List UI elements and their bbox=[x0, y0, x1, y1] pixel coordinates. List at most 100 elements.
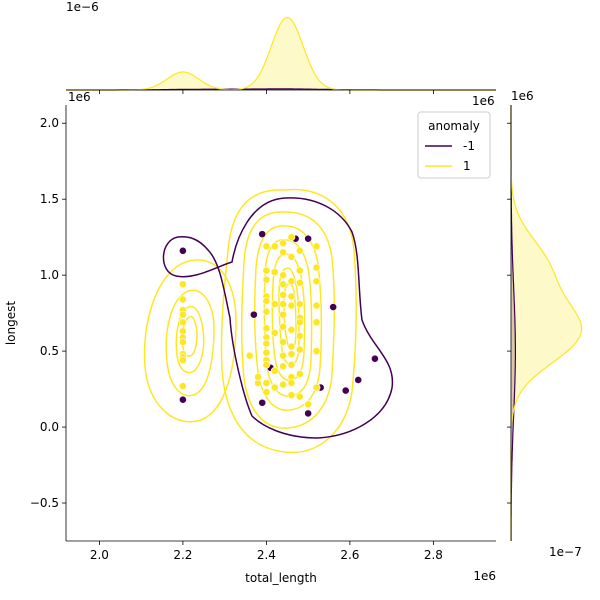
scatter-point-normal bbox=[178, 280, 187, 289]
contour-anomaly-outer bbox=[162, 197, 394, 439]
legend-label-normal: 1 bbox=[463, 159, 471, 173]
y-tick-label: 1.0 bbox=[40, 268, 59, 282]
scatter-point-normal bbox=[287, 253, 296, 261]
scatter-point-normal bbox=[295, 318, 304, 327]
scatter-point-normal bbox=[262, 307, 271, 316]
legend-box bbox=[417, 111, 491, 179]
scatter-point-anomaly bbox=[258, 398, 267, 407]
scatter-point-normal bbox=[270, 383, 279, 392]
scatter-point-anomaly bbox=[178, 246, 187, 255]
scatter-point-normal bbox=[279, 300, 287, 308]
scatter-point-normal bbox=[270, 268, 279, 277]
scatter-point-normal bbox=[262, 242, 271, 251]
scatter-series-normal bbox=[178, 233, 321, 409]
x-tick-label: 2.8 bbox=[424, 548, 443, 562]
scatter-point-normal bbox=[295, 246, 304, 255]
x-tick-label: 2.4 bbox=[257, 548, 276, 562]
right-marginal-ticks bbox=[507, 122, 511, 504]
right-marginal: 1e6 1e6 1e−7 bbox=[472, 89, 583, 559]
scatter-point-normal bbox=[178, 318, 187, 327]
contour-normal-main-2 bbox=[240, 211, 336, 429]
scatter-point-normal bbox=[287, 325, 296, 334]
scatter-point-normal bbox=[178, 310, 187, 319]
top-marginal-ticks bbox=[98, 90, 434, 94]
scatter-point-normal bbox=[262, 266, 271, 275]
scatter-point-normal bbox=[270, 242, 279, 251]
y-axis-ticks: −0.5 0.0 0.5 1.0 1.5 2.0 bbox=[30, 116, 66, 510]
scatter-point-normal bbox=[270, 366, 279, 375]
scatter-point-anomaly bbox=[178, 395, 187, 404]
scatter-point-normal bbox=[279, 271, 287, 280]
scatter-point-normal bbox=[312, 347, 321, 356]
scatter-point-normal bbox=[279, 310, 287, 319]
scatter-point-normal bbox=[279, 322, 287, 331]
right-marginal-offset-text: 1e6 bbox=[511, 89, 534, 103]
scatter-point-normal bbox=[295, 278, 304, 287]
scatter-point-normal bbox=[262, 297, 271, 305]
scatter-point-normal bbox=[287, 277, 296, 286]
legend-title: anomaly bbox=[428, 119, 480, 133]
scatter-point-normal bbox=[295, 392, 304, 401]
scatter-point-normal bbox=[245, 351, 254, 360]
scatter-point-normal bbox=[262, 348, 271, 357]
scatter-point-normal bbox=[262, 360, 271, 369]
x-axis-label: total_length bbox=[245, 571, 317, 585]
scatter-point-anomaly bbox=[341, 386, 350, 395]
scatter-point-normal bbox=[262, 379, 271, 387]
right-marginal-kde-anomaly-fill bbox=[511, 105, 516, 541]
x-tick-label: 2.6 bbox=[340, 548, 359, 562]
legend-label-anomaly: -1 bbox=[463, 139, 475, 153]
scatter-point-normal bbox=[312, 318, 321, 327]
contours-anomaly bbox=[162, 197, 394, 439]
scatter-point-normal bbox=[295, 332, 304, 340]
scatter-point-normal bbox=[178, 295, 187, 304]
scatter-point-anomaly bbox=[371, 354, 379, 363]
right-marginal-kde-normal-fill bbox=[511, 105, 582, 541]
y-tick-label: 2.0 bbox=[40, 116, 59, 130]
scatter-point-normal bbox=[287, 360, 296, 369]
scatter-point-normal bbox=[287, 391, 296, 400]
top-marginal-kde-normal-fill bbox=[66, 17, 496, 90]
scatter-point-normal bbox=[262, 388, 271, 397]
scatter-point-normal bbox=[295, 266, 304, 275]
scatter-point-normal bbox=[287, 379, 296, 387]
scatter-point-normal bbox=[270, 328, 279, 337]
scatter-point-normal bbox=[287, 233, 296, 242]
scatter-point-normal bbox=[279, 380, 287, 389]
scatter-point-anomaly bbox=[249, 310, 258, 319]
contour-normal-outer-main bbox=[220, 188, 357, 454]
scatter-point-anomaly bbox=[304, 234, 313, 243]
main-axes: 2.0 2.2 2.4 2.6 2.8 −0.5 0.0 0.5 1.0 1.5 2.0 tota… bbox=[4, 105, 496, 585]
scatter-point-normal bbox=[312, 301, 321, 310]
scatter-point-normal bbox=[262, 275, 271, 284]
scatter-point-anomaly bbox=[354, 376, 363, 384]
scatter-point-anomaly bbox=[329, 303, 338, 311]
y-tick-label: 0.5 bbox=[40, 344, 59, 358]
scatter-point-normal bbox=[287, 342, 296, 351]
y-tick-label: −0.5 bbox=[30, 496, 59, 510]
scatter-point-normal bbox=[287, 350, 296, 359]
scatter-point-normal bbox=[279, 351, 287, 360]
scatter-point-normal bbox=[279, 338, 287, 346]
y-tick-label: 1.5 bbox=[40, 192, 59, 206]
right-marginal-axis-offset-text: 1e6 bbox=[472, 94, 495, 108]
scatter-point-normal bbox=[270, 300, 279, 308]
y-axis-label: longest bbox=[4, 301, 18, 346]
scatter-point-normal bbox=[295, 345, 304, 354]
scatter-point-normal bbox=[287, 301, 296, 310]
legend: anomaly -1 1 bbox=[417, 111, 491, 179]
contour-normal-outer-left bbox=[143, 259, 237, 423]
scatter-series-anomaly bbox=[178, 230, 379, 418]
top-marginal-offset-text: 1e−6 bbox=[66, 0, 99, 14]
scatter-point-normal bbox=[279, 362, 287, 371]
top-marginal-axis-offset-text: 1e6 bbox=[68, 90, 91, 104]
scatter-point-normal bbox=[262, 324, 271, 333]
contour-normal-left-3 bbox=[175, 305, 205, 374]
scatter-point-normal bbox=[279, 239, 287, 248]
scatter-point-normal bbox=[312, 242, 321, 251]
x-axis-offset-text: 1e6 bbox=[473, 569, 496, 583]
scatter-point-normal bbox=[279, 248, 287, 257]
scatter-point-normal bbox=[287, 292, 296, 301]
scatter-point-normal bbox=[178, 382, 187, 390]
